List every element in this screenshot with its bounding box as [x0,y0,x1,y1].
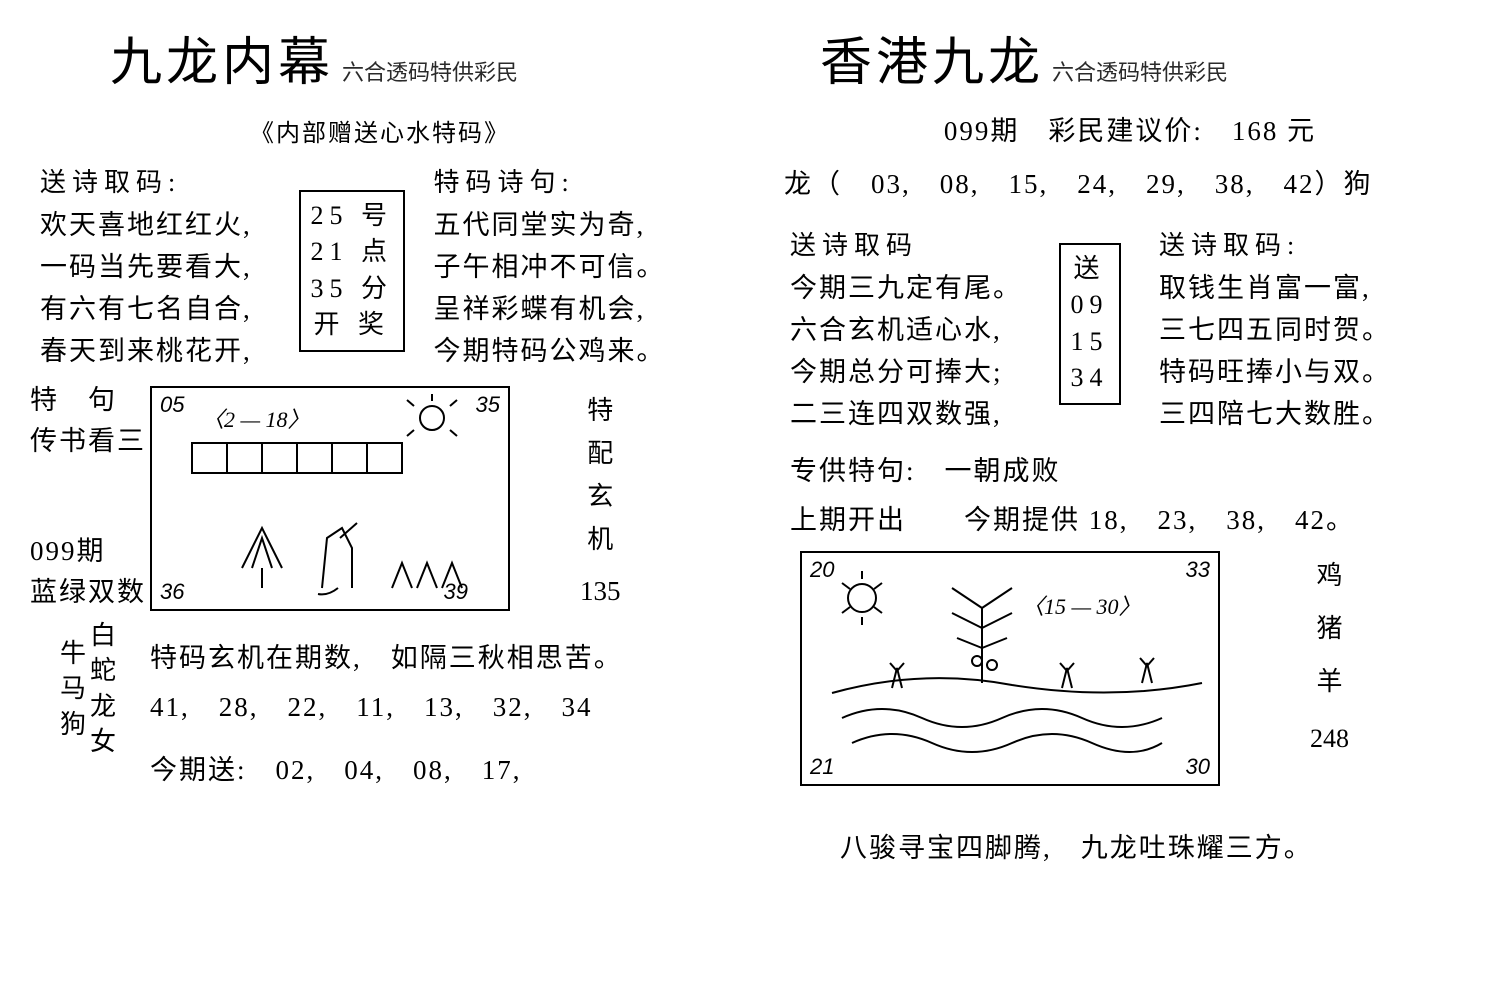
left-poem-right-heading: 特码诗句: [434,162,694,199]
left-vert-2: 玄 [587,476,613,513]
right-sketch-br: 30 [1186,754,1210,780]
right-poem-right-3: 三四陪七大数胜。 [1159,394,1419,436]
right-panel: 香港九龙 六合透码特供彩民 099期 彩民建议价: 168 元 龙（ 03, 0… [780,20,1480,865]
left-subtitle: 六合透码特供彩民 [342,55,518,87]
left-sketch: 05 35 36 39 〈2 — 18〉 [150,386,510,611]
right-mid-1: 09 [1071,287,1109,323]
left-mid-2: 35 分 [311,271,394,307]
left-zodiac-col1: 牛 马 狗 [60,636,86,741]
right-sketch: 20 33 21 30 〈15 — 30〉 [800,551,1220,786]
left-this-issue-give: 今期送: 02, 04, 08, 17, [150,748,623,787]
left-sketch-tr: 35 [476,392,500,418]
left-panel: 九龙内幕 六合透码特供彩民 《内部赠送心水特码》 送诗取码: 欢天喜地红红火, … [30,20,730,787]
left-sketch-bl: 36 [160,579,184,605]
left-mid-3: 开 奖 [311,307,394,343]
left-mid-0: 25 号 [311,198,394,234]
left-poem-left-1: 一码当先要看大, [40,247,280,289]
left-poem-right-3: 今期特码公鸡来。 [434,331,694,373]
zod2-0: 白 [90,618,116,653]
right-poem-right-heading: 送诗取码: [1159,225,1419,262]
right-vert-3: 248 [1310,724,1349,754]
right-sketch-range: 〈15 — 30〉 [1022,589,1141,621]
zod2-2: 龙 [90,689,116,724]
right-sketch-bl: 21 [810,754,834,780]
right-bottom-couplet: 八骏寻宝四脚腾, 九龙吐珠耀三方。 [840,826,1480,865]
right-poem-left-1: 六合玄机适心水, [790,310,1040,352]
left-mid-box: 25 号 21 点 35 分 开 奖 [299,190,406,352]
zod2-1: 蛇 [90,653,116,688]
right-title: 香港九龙 [820,20,1044,95]
left-issue: 099期 [30,531,150,572]
right-last-issue: 上期开出 今期提供 18, 23, 38, 42。 [790,498,1480,537]
right-poem-block: 送诗取码 今期三九定有尾。 六合玄机适心水, 今期总分可捧大; 二三连四双数强,… [790,225,1470,435]
left-poem-right-1: 子午相冲不可信。 [434,247,694,289]
left-vert-0: 特 [587,390,613,427]
right-mid-3: 34 [1071,360,1109,396]
left-number-list: 41, 28, 22, 11, 13, 32, 34 [150,685,623,724]
left-title: 九龙内幕 [110,20,334,95]
zod2-3: 女 [90,724,116,759]
left-side-bottom: 传书看三 [30,421,150,462]
left-sketch-tl: 05 [160,392,184,418]
right-vert-2: 羊 [1316,661,1342,698]
right-poem-right-1: 三七四五同时贺。 [1159,310,1419,352]
right-mid-box: 送 09 15 34 [1059,243,1121,405]
right-issue-line: 099期 彩民建议价: 168 元 [780,109,1480,148]
left-poem-left-2: 有六有七名自合, [40,289,280,331]
left-poem-block: 送诗取码: 欢天喜地红红火, 一码当先要看大, 有六有七名自合, 春天到来桃花开… [40,162,720,372]
right-poem-left-2: 今期总分可捧大; [790,352,1040,394]
zod1-2: 狗 [60,707,86,742]
right-special-line: 专供特句: 一朝成败 [790,449,1480,488]
left-zodiac-col2: 白 蛇 龙 女 [90,618,116,758]
zod1-1: 马 [60,671,86,706]
right-title-row: 香港九龙 六合透码特供彩民 [820,20,1480,95]
right-poem-left-3: 二三连四双数强, [790,394,1040,436]
right-sketch-tl: 20 [810,557,834,583]
left-poem-left-heading: 送诗取码: [40,162,280,199]
right-poem-right-0: 取钱生肖富一富, [1159,268,1419,310]
left-sketch-br: 39 [444,579,468,605]
right-sketch-drawing [802,553,1222,788]
left-poem-left-3: 春天到来桃花开, [40,331,280,373]
left-title-row: 九龙内幕 六合透码特供彩民 [110,20,730,95]
zod1-0: 牛 [60,636,86,671]
right-dragon-line: 龙（ 03, 08, 15, 24, 29, 38, 42）狗 [784,162,1480,201]
left-poem-left-0: 欢天喜地红红火, [40,205,280,247]
right-poem-left-0: 今期三九定有尾。 [790,268,1040,310]
left-mid-1: 21 点 [311,234,394,270]
left-num-135: 135 [580,576,621,607]
right-sketch-tr: 33 [1186,557,1210,583]
left-poem-right-0: 五代同堂实为奇, [434,205,694,247]
right-vert-0: 鸡 [1316,555,1342,592]
right-vert-1: 猪 [1316,608,1342,645]
right-poem-left-heading: 送诗取码 [790,225,1040,262]
left-side-top: 特 句 [30,380,150,421]
left-color-hint: 蓝绿双数 [30,572,150,613]
right-mid-0: 送 [1071,251,1109,287]
left-sketch-range: 〈2 — 18〉 [202,402,310,434]
left-vert-3: 机 [587,519,613,556]
right-mid-2: 15 [1071,324,1109,360]
right-poem-right-2: 特码旺捧小与双。 [1159,352,1419,394]
left-poem-right-2: 呈祥彩蝶有机会, [434,289,694,331]
inner-gift-line: 《内部赠送心水特码》 [30,113,730,148]
left-vert-1: 配 [587,433,613,470]
left-couplet: 特码玄机在期数, 如隔三秋相思苦。 [150,636,623,675]
right-subtitle: 六合透码特供彩民 [1052,55,1228,87]
